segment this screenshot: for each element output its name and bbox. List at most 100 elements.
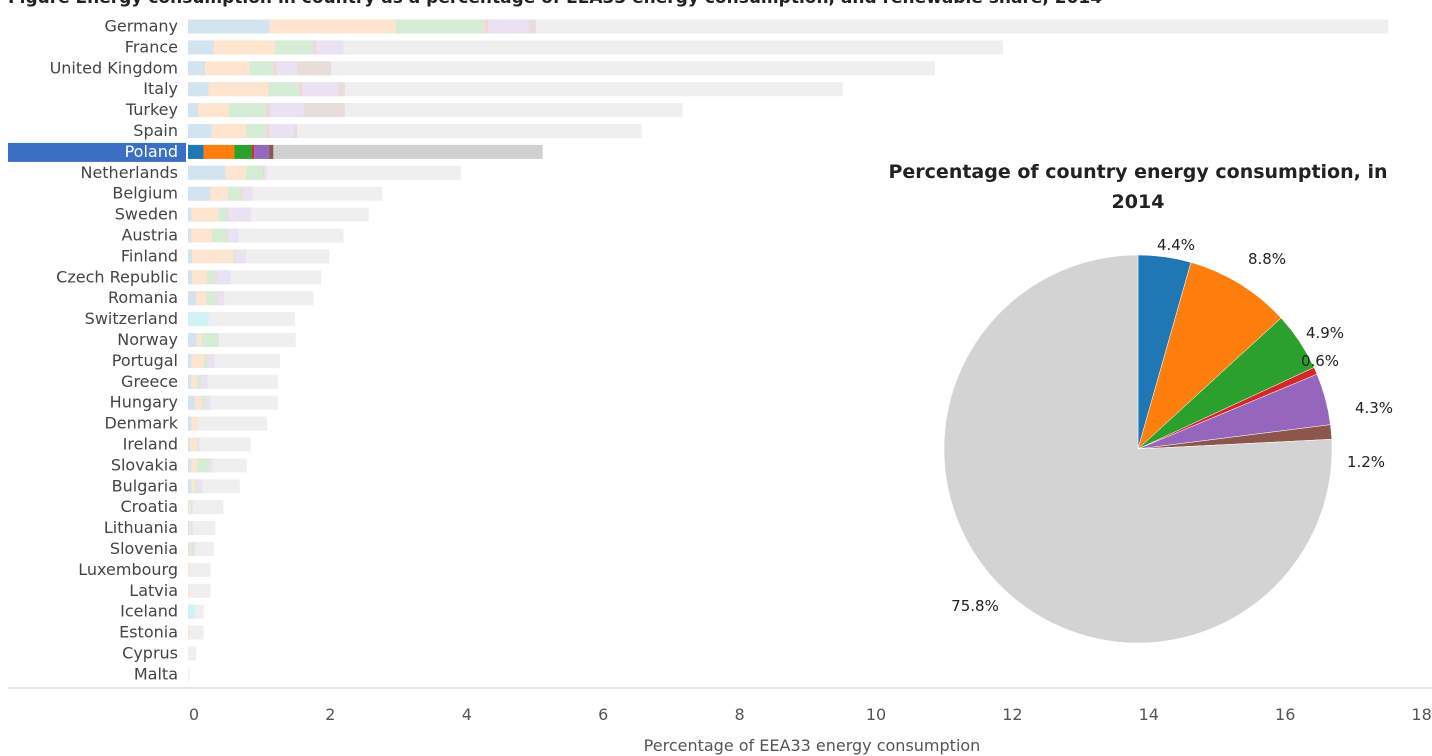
bar-segment [188,542,190,556]
category-label: Greece [121,372,178,391]
category-label: United Kingdom [50,58,178,77]
x-tick-label: 10 [866,705,886,724]
pie-slice-label: 75.8% [951,597,999,615]
bar-segment [188,562,190,577]
bar-segment [269,103,304,118]
category-label: Denmark [104,414,178,433]
bar-segment [208,82,269,97]
bar-segment [245,165,264,180]
bar-segment [194,395,202,410]
bar-segment [213,40,276,55]
pie-slice-label: 8.8% [1248,250,1286,268]
x-tick-label: 18 [1411,705,1431,724]
bar-segment [227,186,242,201]
x-tick-label: 0 [189,705,199,724]
x-tick-label: 2 [325,705,335,724]
bar-segment [316,40,344,55]
category-label: Hungary [110,393,178,412]
bar-segment [188,458,192,473]
x-tick-label: 8 [735,705,745,724]
bar-segment [269,124,294,138]
bar-segment [188,416,192,431]
category-label: Netherlands [80,163,178,182]
bar-segment [191,458,197,473]
bar-segment [211,124,246,138]
bar-segment [207,270,216,285]
bar-segment [191,207,219,222]
bar-segment [188,521,190,536]
bar-segment [226,228,229,243]
bar-segment [188,437,191,452]
bar-segment [203,353,208,368]
bar-segment [200,374,201,389]
bar-segment [235,249,246,264]
bar-segment [217,291,225,306]
category-label: Turkey [125,100,178,119]
total-bar [188,61,935,76]
bar-segment [192,270,208,285]
pie-slice-label: 4.9% [1306,324,1344,342]
bar-segment [188,312,209,327]
bar-segment [188,291,197,306]
bar-segment [188,82,209,97]
bar-segment [269,19,397,34]
bar-segment [194,479,197,494]
bar-segment [488,19,529,34]
category-label: Bulgaria [112,476,178,495]
bar-segment [188,124,212,138]
bar-segment [218,207,227,222]
bar-segment [233,249,236,264]
pie-slice-label: 4.3% [1355,399,1393,417]
bar-segment [196,479,203,494]
category-label: Slovenia [110,539,178,558]
bar-segment [190,521,192,536]
bar-segment [211,228,227,243]
total-bar [188,82,843,97]
bar-segment [188,186,211,201]
bar-segment [190,437,197,452]
bar-segment [484,19,489,34]
bar-segment [254,144,270,159]
category-label: Cyprus [122,644,178,663]
category-label: Iceland [120,602,178,621]
category-label: Estonia [119,623,178,642]
bar-segment [191,228,212,243]
bar-segment [191,416,199,431]
bar-segment [263,165,265,180]
bar-segment [312,40,317,55]
bar-segment [194,542,196,556]
bar-segment [196,333,202,347]
bar-segment [228,103,267,118]
bar-segment [266,124,270,138]
total-bar [188,124,642,138]
bar-segment [188,604,195,619]
pie-slice [1137,262,1282,450]
bar-segment [196,458,210,473]
bar-segment [191,542,195,556]
bar-segment [188,61,206,76]
total-bar [188,416,268,431]
bar-segment [191,353,204,368]
category-label: Austria [121,226,178,245]
bar-segment [264,165,267,180]
category-label: Spain [133,121,178,140]
bar-segment [191,479,195,494]
bar-segment [188,583,190,598]
bar-segment [228,207,251,222]
bar-segment [200,374,208,389]
bar-segment [188,479,192,494]
bar-segment [228,228,239,243]
bar-segment [196,374,201,389]
bar-segment [252,144,255,159]
total-bar [188,437,251,452]
total-bar [188,667,190,682]
pie-slice-label: 1.2% [1347,453,1385,471]
total-bar [188,521,216,536]
total-bar [188,562,211,577]
category-label: Lithuania [104,518,178,537]
bar-segment [188,270,193,285]
total-bar [188,144,543,159]
bar-segment [201,395,206,410]
category-label: Finland [121,246,178,265]
x-axis-label: Percentage of EEA33 energy consumption [644,736,981,755]
